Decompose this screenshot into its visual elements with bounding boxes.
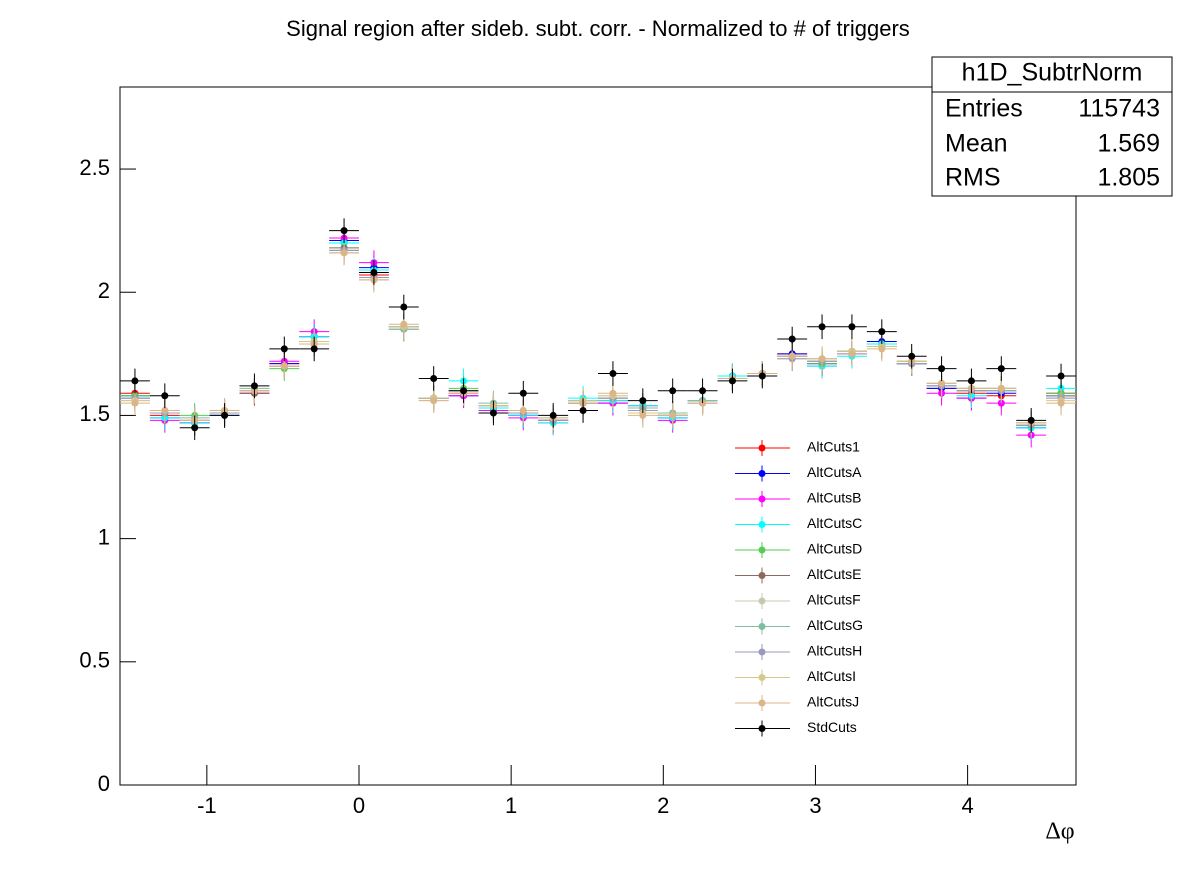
- legend-label: AltCutsD: [807, 541, 862, 557]
- legend-marker: [758, 444, 766, 452]
- data-point: [430, 397, 438, 405]
- legend-marker: [758, 648, 766, 656]
- legend-label: AltCutsF: [807, 592, 861, 608]
- data-point: [280, 362, 288, 370]
- legend-label: AltCutsG: [807, 617, 863, 633]
- y-tick-label: 2: [98, 278, 110, 303]
- plot-frame: [119, 86, 1077, 786]
- data-point: [340, 227, 348, 235]
- data-point: [280, 345, 288, 353]
- stats-title: h1D_SubtrNorm: [962, 59, 1143, 87]
- legend-label: AltCutsH: [807, 643, 862, 659]
- x-tick-label: 3: [809, 793, 821, 818]
- data-point: [848, 350, 856, 358]
- data-point: [997, 384, 1005, 392]
- data-point: [1057, 372, 1065, 380]
- data-point: [908, 352, 916, 360]
- legend-label: AltCuts1: [807, 439, 860, 455]
- data-point: [161, 392, 169, 400]
- legend-marker: [758, 674, 766, 681]
- stats-box: [931, 56, 1173, 197]
- data-point: [669, 411, 677, 419]
- data-point: [758, 372, 766, 380]
- data-point: [400, 303, 408, 311]
- legend-marker: [758, 725, 766, 732]
- data-point: [818, 323, 826, 331]
- data-point: [310, 345, 318, 353]
- legend-marker: [758, 572, 766, 579]
- data-point: [131, 377, 139, 385]
- chart-title: Signal region after sideb. subt. corr. -…: [286, 16, 910, 41]
- legend-marker: [758, 597, 766, 605]
- stats-label: Entries: [945, 95, 1023, 123]
- data-point: [967, 377, 975, 385]
- data-point: [250, 382, 258, 390]
- x-tick-label: 2: [657, 793, 669, 818]
- data-point: [639, 411, 647, 419]
- data-point: [191, 424, 199, 432]
- legend-label: AltCutsC: [807, 515, 862, 531]
- stats-value: 1.569: [1097, 130, 1160, 158]
- data-point: [400, 320, 408, 328]
- y-tick-label: 0: [98, 771, 110, 796]
- data-point: [788, 335, 796, 343]
- data-point: [997, 365, 1005, 373]
- data-point: [1027, 416, 1035, 424]
- data-point: [460, 387, 468, 395]
- data-point: [519, 389, 527, 397]
- y-tick-label: 0.5: [79, 648, 110, 673]
- data-point: [848, 323, 856, 331]
- x-tick-label: -1: [197, 793, 217, 818]
- stats-label: Mean: [945, 130, 1008, 158]
- data-point: [938, 379, 946, 387]
- data-point: [1057, 399, 1065, 407]
- data-point: [878, 328, 886, 336]
- legend-marker: [758, 699, 766, 707]
- data-point: [788, 352, 796, 360]
- y-tick-label: 1: [98, 524, 110, 549]
- x-tick-label: 4: [961, 793, 973, 818]
- stats-value: 1.805: [1097, 164, 1160, 192]
- data-point: [430, 374, 438, 382]
- data-point: [609, 370, 617, 378]
- legend-marker: [758, 623, 766, 630]
- legend-label: StdCuts: [807, 719, 857, 735]
- legend-marker: [758, 470, 766, 477]
- y-tick-label: 1.5: [79, 401, 110, 426]
- data-point: [131, 399, 139, 407]
- data-point: [639, 397, 647, 405]
- legend-label: AltCutsJ: [807, 694, 859, 710]
- y-tick-label: 2.5: [79, 155, 110, 180]
- data-point: [609, 389, 617, 397]
- data-point: [221, 411, 229, 419]
- data-point: [549, 411, 557, 419]
- legend-label: AltCutsE: [807, 566, 861, 582]
- x-tick-label: 0: [353, 793, 365, 818]
- legend-marker: [758, 495, 766, 503]
- x-tick-label: 1: [505, 793, 517, 818]
- data-point: [938, 365, 946, 373]
- stats-value: 115743: [1078, 95, 1160, 123]
- legend-marker: [758, 546, 766, 554]
- x-axis-label: Δφ: [1045, 819, 1074, 845]
- data-point: [878, 345, 886, 353]
- data-point: [370, 269, 378, 277]
- stats-label: RMS: [945, 164, 1001, 192]
- legend-label: AltCutsI: [807, 668, 856, 684]
- legend-marker: [758, 521, 766, 528]
- data-point: [579, 406, 587, 414]
- data-point: [161, 406, 169, 414]
- data-point: [728, 377, 736, 385]
- data-point: [669, 387, 677, 395]
- data-point: [818, 355, 826, 363]
- legend-label: AltCutsA: [807, 464, 862, 480]
- legend-label: AltCutsB: [807, 490, 861, 506]
- data-point: [340, 249, 348, 257]
- data-point: [489, 409, 497, 417]
- data-point: [699, 387, 707, 395]
- data-point: [519, 406, 527, 414]
